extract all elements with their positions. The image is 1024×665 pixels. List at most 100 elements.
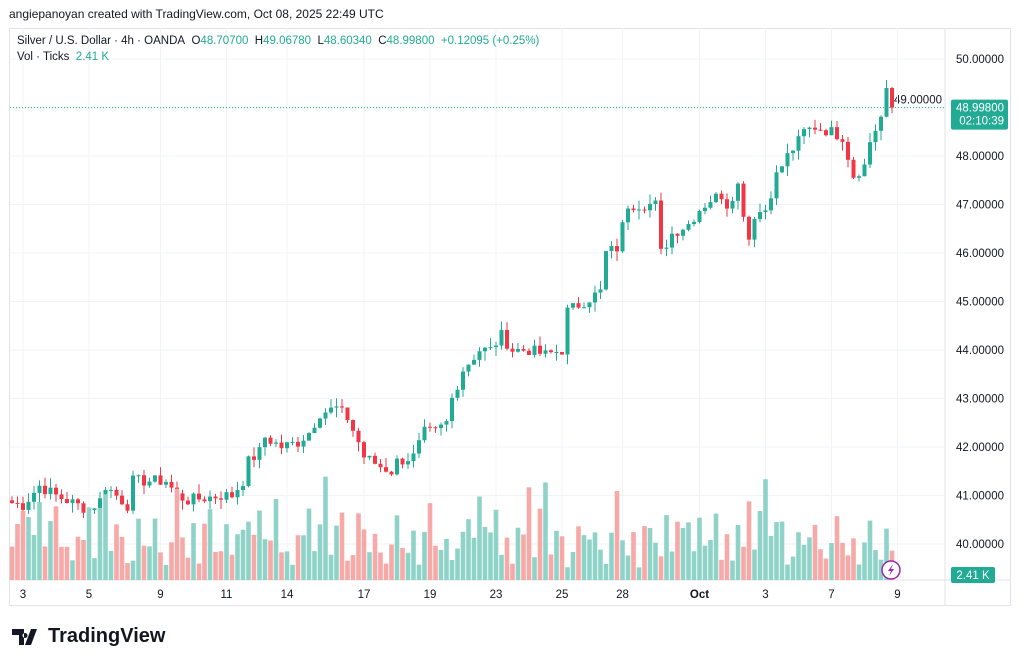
candle-up xyxy=(664,247,669,249)
volume-bar xyxy=(823,558,829,580)
y-tick-label: 44.00000 xyxy=(956,345,1004,357)
volume-bar xyxy=(576,526,581,580)
candle-up xyxy=(32,492,36,502)
candle-up xyxy=(802,129,806,137)
candle-up xyxy=(769,198,773,211)
volume-bar xyxy=(526,487,532,580)
volume-bar xyxy=(840,542,845,580)
candle-down xyxy=(835,127,839,140)
candle-up xyxy=(609,246,614,252)
volume-bar xyxy=(460,531,466,580)
candle-up xyxy=(708,202,713,208)
candle-down xyxy=(43,485,47,495)
candle-up xyxy=(829,127,834,136)
candle-up xyxy=(103,489,108,499)
candle-up xyxy=(653,200,658,205)
candle-up xyxy=(367,455,372,458)
volume-bar xyxy=(290,564,295,580)
volume-bar xyxy=(125,563,130,580)
candle-down xyxy=(851,159,856,178)
volume-bar xyxy=(768,535,774,580)
candle-up xyxy=(472,359,476,365)
x-tick-label: 9 xyxy=(894,589,900,601)
volume-bar xyxy=(114,524,119,580)
candle-up xyxy=(70,499,75,503)
candle-up xyxy=(791,150,795,154)
lightning-bolt-icon xyxy=(888,564,894,576)
logo-text: TradingView xyxy=(48,625,166,647)
candle-down xyxy=(576,303,581,308)
candle-down xyxy=(840,139,845,142)
candle-down xyxy=(659,200,663,249)
x-tick-label: 19 xyxy=(424,589,437,601)
tradingview-logo: TradingView xyxy=(12,625,165,648)
candle-down xyxy=(180,493,185,501)
candle-up xyxy=(257,447,262,460)
volume-bar xyxy=(433,545,438,580)
volume-bar xyxy=(59,546,64,580)
low-label: L xyxy=(317,35,324,47)
volume-bar xyxy=(686,522,691,580)
volume-bar xyxy=(477,496,482,580)
candle-down xyxy=(125,504,130,511)
candle-up xyxy=(191,493,196,505)
volume-bar xyxy=(515,527,521,580)
volume-bar xyxy=(312,551,317,580)
volume-bar xyxy=(257,510,262,580)
volume-bar xyxy=(240,529,246,580)
volume-bar xyxy=(141,545,147,580)
candle-up xyxy=(455,389,460,398)
x-tick-label: Oct xyxy=(690,589,709,601)
candle-down xyxy=(824,130,828,136)
volume-bar xyxy=(383,563,389,580)
candle-down xyxy=(268,437,273,444)
candle-up xyxy=(235,490,240,498)
volume-bar xyxy=(262,539,268,580)
candle-down xyxy=(373,455,377,464)
candle-up xyxy=(730,200,735,209)
y-tick-label: 40.00000 xyxy=(956,539,1004,551)
open-label: O xyxy=(191,35,201,47)
volume-bar xyxy=(565,567,570,580)
volume-bar xyxy=(345,560,350,580)
volume-bar xyxy=(26,517,31,580)
x-tick-label: 14 xyxy=(281,589,294,601)
volume-bar xyxy=(779,521,785,580)
volume-bar xyxy=(86,507,92,580)
symbol-title: Silver / U.S. Dollar · 4h · OANDA xyxy=(17,35,186,47)
candle-down xyxy=(142,475,146,486)
volume-bar xyxy=(218,551,224,580)
candle-up xyxy=(334,406,339,408)
close-label: C xyxy=(378,35,387,47)
chart-legend: Silver / U.S. Dollar · 4h · OANDA O48.70… xyxy=(17,33,539,65)
candle-down xyxy=(59,494,64,500)
volume-bar xyxy=(702,545,708,580)
volume-bar xyxy=(444,538,449,580)
volume-bar xyxy=(554,530,559,580)
open-value: 48.70700 xyxy=(200,35,249,47)
volume-bar xyxy=(614,491,620,580)
candle-up xyxy=(263,437,267,448)
y-tick-label: 50.00000 xyxy=(956,54,1004,66)
candle-down xyxy=(400,458,405,465)
volume-bar xyxy=(642,526,647,580)
candle-up xyxy=(488,347,493,349)
candle-down xyxy=(505,329,509,349)
volume-bar xyxy=(620,540,625,580)
volume-bar xyxy=(774,522,779,580)
volume-bar xyxy=(75,536,81,580)
y-tick-label: 42.00000 xyxy=(956,442,1004,454)
volume-bar xyxy=(268,540,273,580)
candle-down xyxy=(384,467,388,472)
candle-up xyxy=(714,193,718,203)
candle-up xyxy=(285,442,289,449)
volume-bar xyxy=(785,564,790,580)
volume-bar xyxy=(796,532,801,580)
candle-up xyxy=(554,351,559,353)
x-tick-label: 11 xyxy=(221,589,233,601)
volume-bar xyxy=(169,542,174,580)
volume-bar xyxy=(581,535,587,580)
volume-bar xyxy=(724,534,730,580)
volume-bar xyxy=(163,564,169,580)
